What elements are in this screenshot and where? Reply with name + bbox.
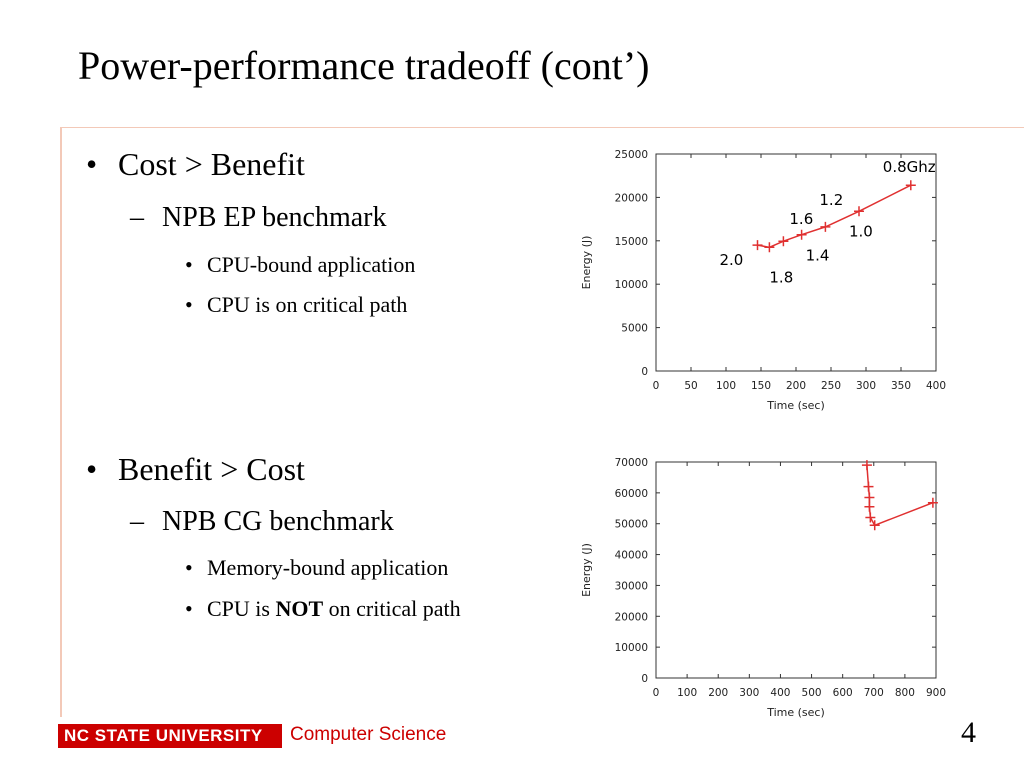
data-point: [796, 229, 807, 240]
y-tick-label: 0: [641, 366, 648, 378]
sub-sub-bullet-text-bold: NOT: [275, 596, 324, 621]
data-point: [854, 206, 864, 217]
y-tick-label: 20000: [615, 611, 648, 623]
bullet-cost-benefit: • Cost > Benefit: [86, 146, 305, 183]
bullet-dot-icon: •: [86, 451, 98, 487]
sub-sub-bullet: • CPU-bound application: [185, 252, 415, 278]
bullet-benefit-cost: • Benefit > Cost: [86, 451, 305, 488]
data-point: [764, 242, 775, 253]
y-tick-label: 5000: [621, 323, 648, 335]
y-tick-label: 60000: [615, 488, 648, 500]
data-point: [861, 460, 872, 471]
y-tick-label: 25000: [615, 149, 648, 161]
y-tick-label: 40000: [615, 550, 648, 562]
y-tick-label: 20000: [615, 192, 648, 204]
frequency-label: 0.8Ghz: [883, 158, 936, 176]
bullet-text: Cost > Benefit: [118, 146, 305, 182]
sub-sub-bullet: • CPU is on critical path: [185, 292, 407, 318]
department-label: Computer Science: [290, 724, 447, 745]
sub-bullet-text: NPB CG benchmark: [162, 506, 394, 537]
x-tick-label: 200: [786, 380, 806, 392]
bullet-dot-icon: •: [185, 555, 193, 580]
x-tick-label: 700: [864, 687, 884, 699]
cg-energy-time-chart: 0 10000 20000 30000 40000 50000 60000 70000 0 100…: [580, 457, 946, 719]
data-point: [864, 492, 875, 503]
bullet-dot-icon: •: [185, 292, 193, 317]
y-tick-label: 70000: [615, 457, 648, 469]
bullet-dot-icon: •: [185, 252, 193, 277]
sub-sub-bullet-text: CPU-bound application: [207, 252, 416, 277]
data-point: [864, 501, 875, 512]
x-tick-label: 300: [856, 380, 876, 392]
frequency-label: 2.0: [720, 251, 744, 269]
x-tick-label: 300: [739, 687, 759, 699]
frequency-label: 1.4: [806, 247, 830, 265]
dash-icon: –: [130, 506, 144, 537]
x-tick-label: 200: [708, 687, 728, 699]
sub-bullet-text: NPB EP benchmark: [162, 202, 387, 233]
dash-icon: –: [130, 202, 144, 233]
header-divider: [60, 127, 1024, 128]
x-axis-label: Time (sec): [766, 399, 825, 412]
bullet-dot-icon: •: [185, 596, 193, 621]
series-line: [866, 465, 934, 527]
x-tick-label: 150: [751, 380, 771, 392]
sub-sub-bullet: • Memory-bound application: [185, 555, 448, 581]
frequency-label: 1.8: [769, 268, 793, 286]
frequency-label: 1.2: [819, 191, 843, 209]
sub-sub-bullet: • CPU is NOT on critical path: [185, 596, 461, 622]
page-number: 4: [961, 716, 976, 749]
y-axis-label: Energy (J): [580, 543, 593, 597]
data-point: [778, 236, 789, 247]
x-tick-label: 400: [770, 687, 790, 699]
x-tick-label: 350: [891, 380, 911, 392]
x-tick-label: 50: [684, 380, 697, 392]
sub-bullet-ep: – NPB EP benchmark: [130, 202, 387, 234]
data-point: [863, 481, 874, 492]
sub-sub-bullet-text: CPU is on critical path: [207, 292, 408, 317]
y-tick-label: 15000: [615, 236, 648, 248]
data-point: [905, 180, 916, 191]
data-point: [865, 512, 876, 523]
data-point: [869, 520, 880, 531]
data-point: [820, 221, 831, 232]
ep-energy-time-chart: 0 5000 10000 15000 20000 25000 0 50 100 150 200 250…: [580, 149, 946, 412]
x-tick-label: 100: [716, 380, 736, 392]
bullet-dot-icon: •: [86, 146, 98, 182]
x-tick-label: 500: [802, 687, 822, 699]
y-tick-label: 10000: [615, 642, 648, 654]
x-tick-label: 100: [677, 687, 697, 699]
sub-sub-bullet-text: Memory-bound application: [207, 555, 449, 580]
bullet-text: Benefit > Cost: [118, 451, 305, 487]
x-tick-label: 0: [653, 380, 660, 392]
y-tick-label: 30000: [615, 580, 648, 592]
x-axis-label: Time (sec): [766, 706, 825, 719]
left-divider: [60, 127, 62, 717]
y-tick-label: 0: [641, 673, 648, 685]
plot-frame: [655, 153, 937, 372]
x-tick-label: 250: [821, 380, 841, 392]
slide-title: Power-performance tradeoff (cont’): [78, 43, 650, 88]
y-axis-label: Energy (J): [580, 236, 593, 290]
x-tick-label: 600: [833, 687, 853, 699]
y-tick-label: 10000: [615, 279, 648, 291]
frequency-label: 1.6: [789, 210, 813, 228]
sub-sub-bullet-text-post: on critical path: [323, 596, 461, 621]
x-tick-label: 800: [895, 687, 915, 699]
plot-frame: [655, 461, 937, 679]
university-logo: NC STATE UNIVERSITY: [58, 724, 282, 748]
sub-bullet-cg: – NPB CG benchmark: [130, 506, 394, 538]
x-tick-label: 400: [926, 380, 946, 392]
y-tick-label: 50000: [615, 519, 648, 531]
data-point: [752, 240, 763, 251]
x-tick-label: 0: [653, 687, 660, 699]
data-point: [927, 497, 938, 508]
sub-sub-bullet-text-pre: CPU is: [207, 596, 276, 621]
x-tick-label: 900: [926, 687, 946, 699]
frequency-label: 1.0: [849, 222, 873, 240]
